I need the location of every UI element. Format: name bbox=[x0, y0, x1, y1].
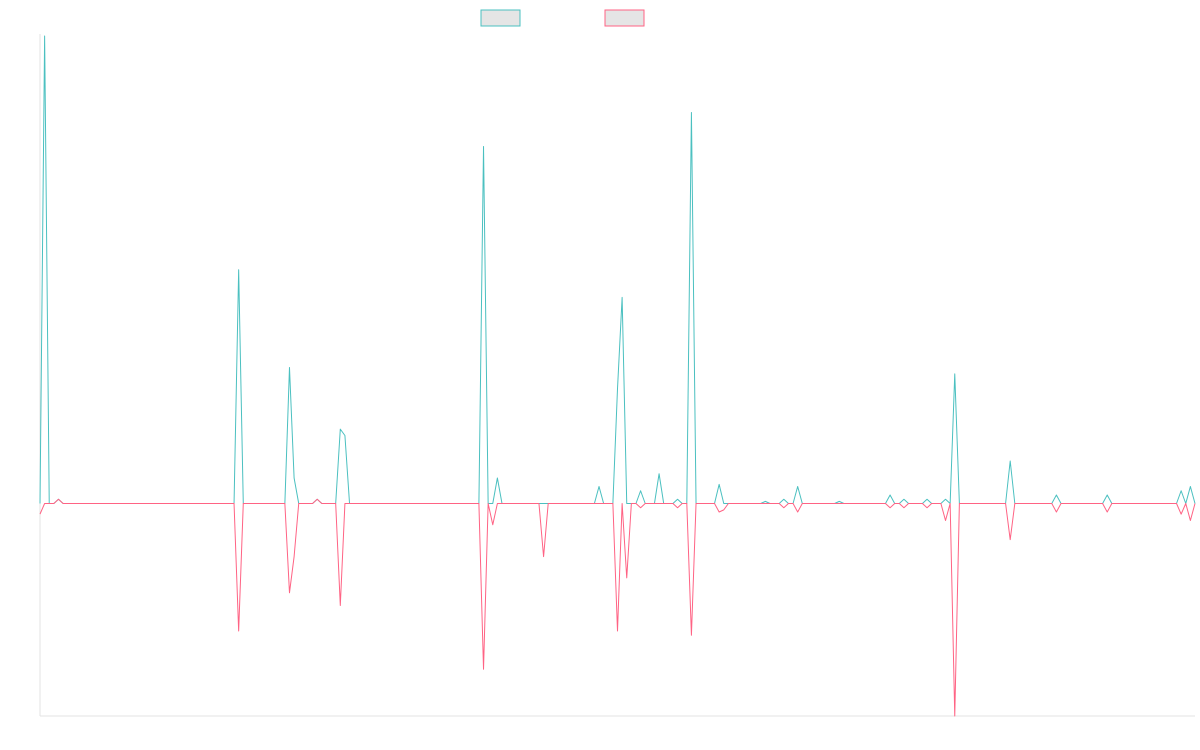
series-line-2 bbox=[39, 498, 1196, 717]
axes bbox=[39, 34, 1195, 717]
legend-swatch-2[interactable] bbox=[604, 9, 645, 27]
legend[interactable] bbox=[480, 9, 645, 27]
legend-swatch-1[interactable] bbox=[480, 9, 521, 27]
series-layer bbox=[39, 35, 1196, 717]
series-line-1 bbox=[39, 35, 1196, 504]
